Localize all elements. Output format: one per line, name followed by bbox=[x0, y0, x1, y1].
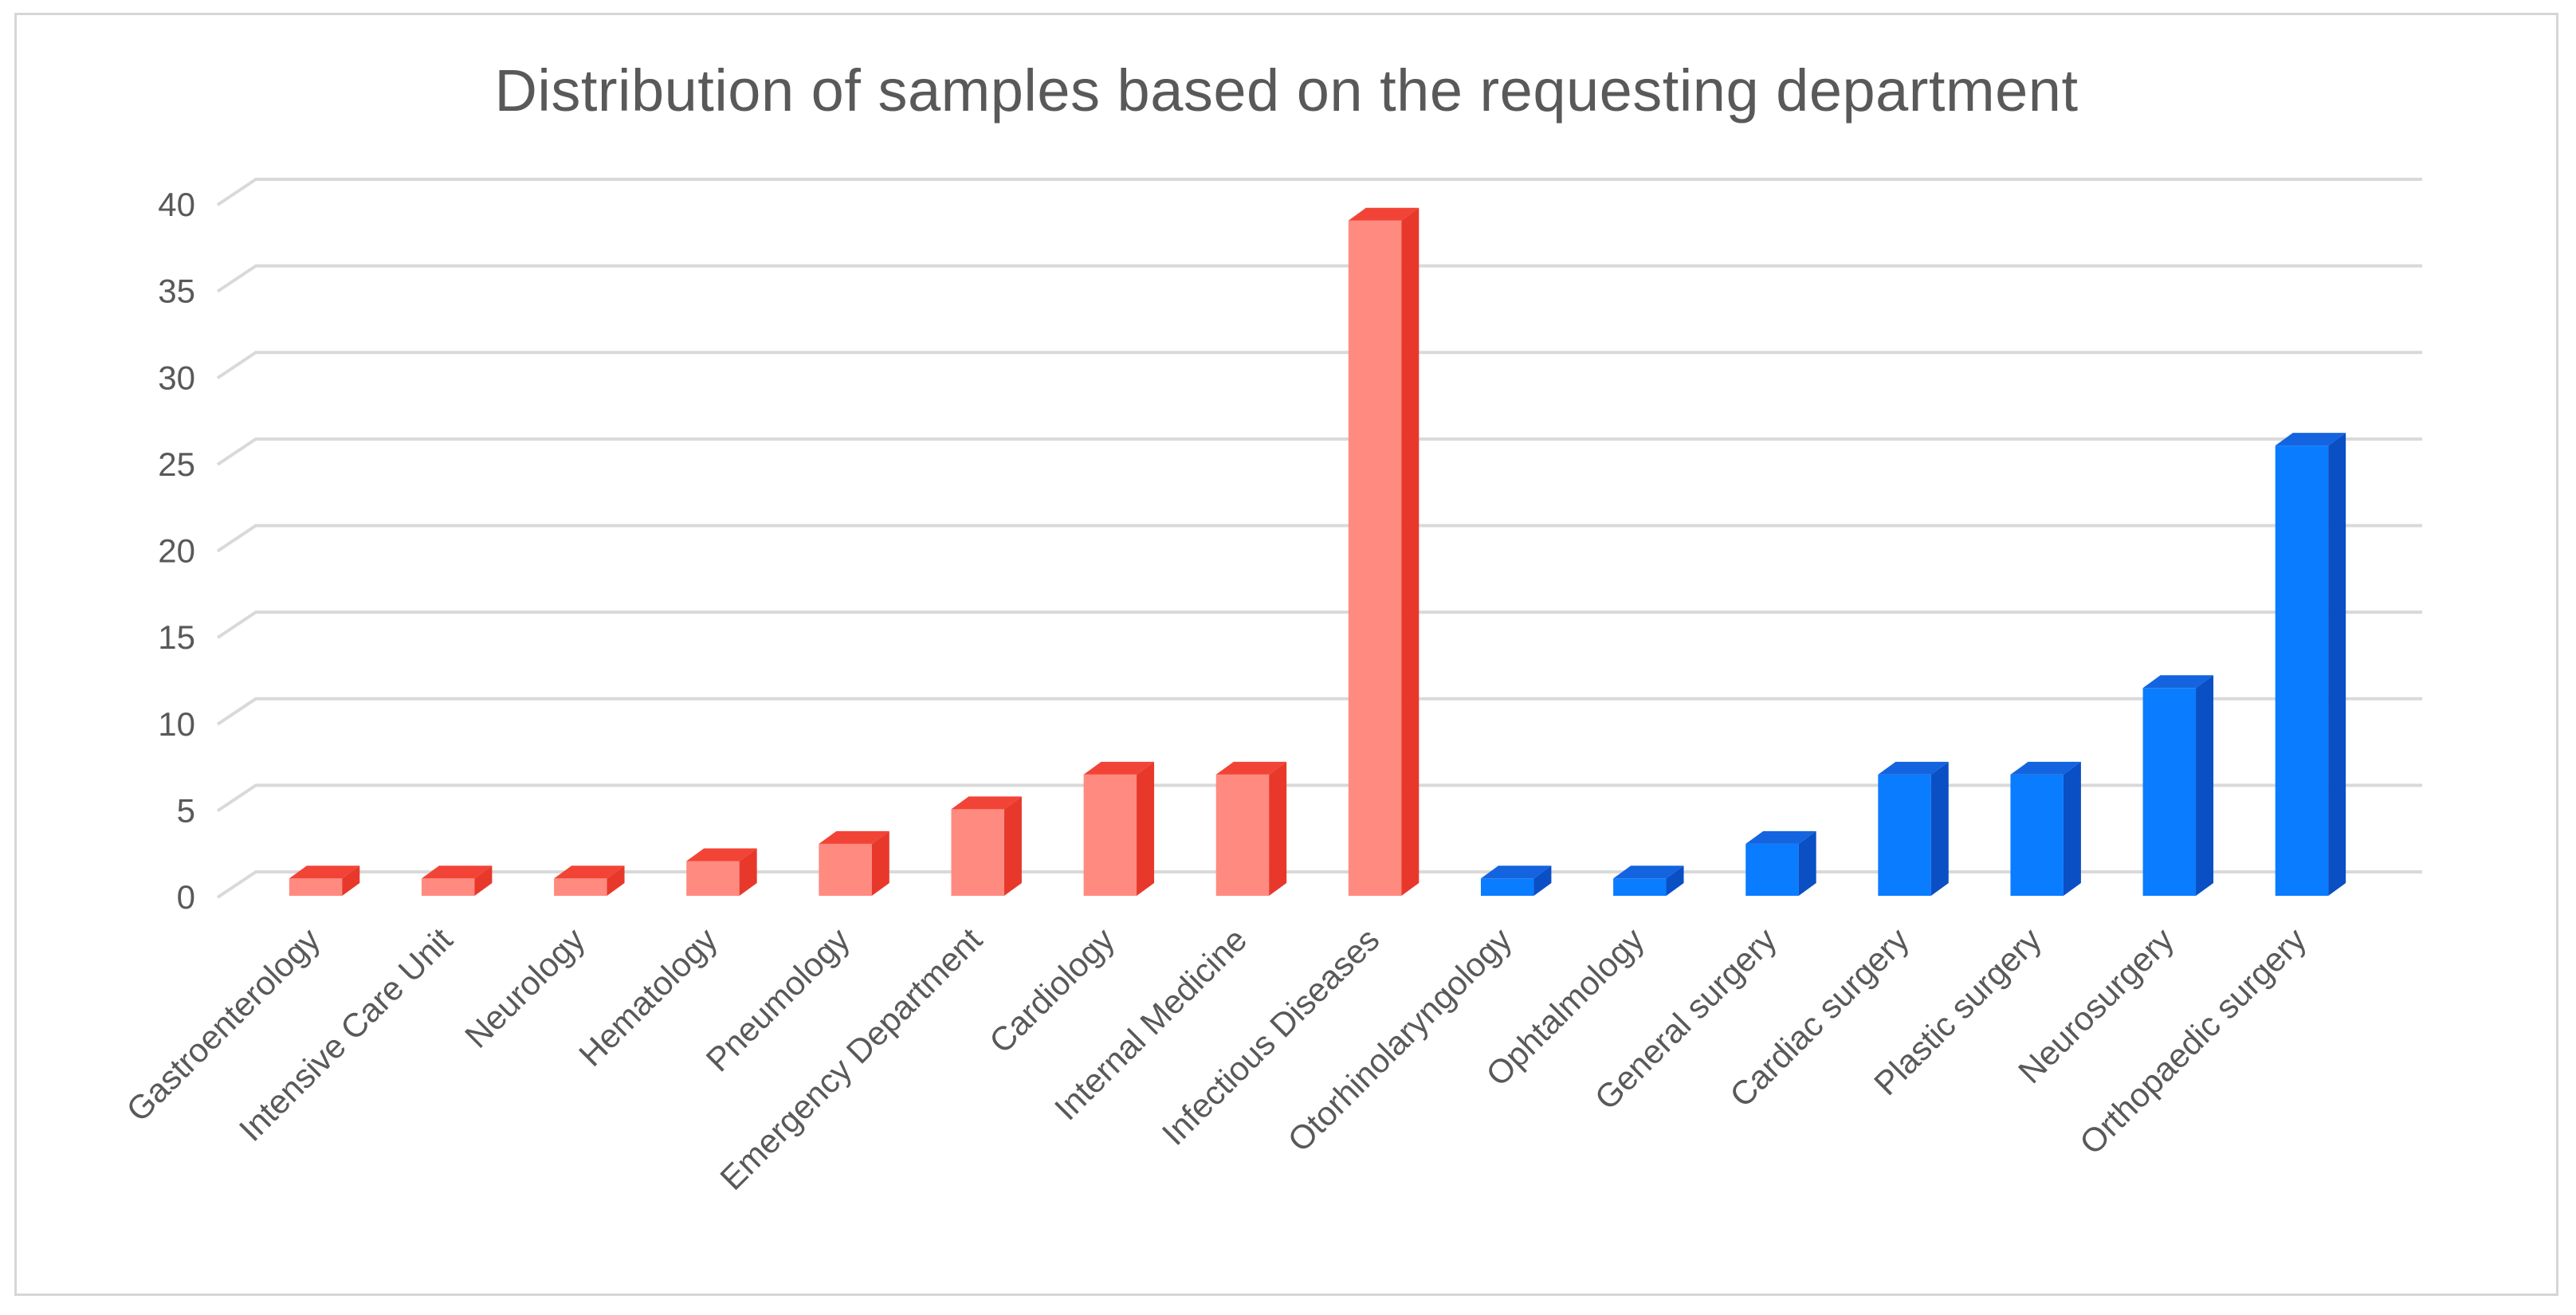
gridline-25 bbox=[216, 437, 2422, 466]
bar-top bbox=[686, 848, 757, 862]
bar-emergency-department bbox=[951, 796, 1022, 896]
bar-side bbox=[1269, 761, 1287, 896]
bar-side bbox=[1930, 761, 1949, 896]
bar-orthopaedic-surgery bbox=[2275, 433, 2346, 896]
bar-front bbox=[554, 878, 607, 896]
bar-cardiac-surgery bbox=[1878, 761, 1949, 896]
x-tick-label: Neurology bbox=[457, 920, 592, 1055]
gridline-0 bbox=[216, 870, 2422, 899]
y-tick-label: 15 bbox=[158, 618, 195, 656]
bar-top bbox=[1745, 830, 1816, 844]
gridline-35 bbox=[216, 264, 2422, 293]
y-tick-label: 40 bbox=[158, 186, 195, 223]
bar-top bbox=[2275, 433, 2346, 446]
y-tick-label: 5 bbox=[177, 791, 195, 829]
bars bbox=[289, 207, 2346, 897]
bar-side bbox=[2063, 761, 2081, 896]
bar-front bbox=[1215, 774, 1270, 896]
bar-front bbox=[1745, 843, 1799, 896]
gridline-15 bbox=[216, 610, 2422, 639]
x-tick-label: Infectious Diseases bbox=[1155, 920, 1387, 1152]
bar-infectious-diseases bbox=[1348, 207, 1420, 897]
gridlines bbox=[216, 178, 2422, 899]
bar-cardiology bbox=[1083, 761, 1155, 896]
y-axis-ticks: 0 5 10 15 20 25 30 35 40 bbox=[158, 186, 195, 916]
bar-pneumology bbox=[819, 830, 889, 896]
bar-ophtalmology bbox=[1613, 866, 1684, 896]
bar-front bbox=[2142, 688, 2197, 896]
chart-title: Distribution of samples based on the req… bbox=[494, 57, 2079, 124]
bar-otorhinolaryngology bbox=[1480, 866, 1552, 896]
x-tick-label: Emergency Department bbox=[713, 920, 989, 1197]
bar-chart: 0 5 10 15 20 25 30 35 40 GastroenterologyIntensi… bbox=[119, 178, 2422, 1197]
bar-top bbox=[289, 866, 360, 879]
bar-side bbox=[607, 866, 625, 896]
gridline-5 bbox=[216, 783, 2422, 813]
bar-top bbox=[554, 866, 625, 879]
gridline-10 bbox=[216, 697, 2422, 726]
bar-front bbox=[1480, 878, 1534, 896]
bar-internal-medicine bbox=[1215, 761, 1287, 896]
bar-front bbox=[1878, 774, 1931, 896]
bar-front bbox=[2275, 446, 2329, 896]
x-tick-label: Otorhinolaryngology bbox=[1281, 920, 1519, 1159]
y-tick-label: 0 bbox=[177, 878, 195, 916]
y-tick-label: 30 bbox=[158, 359, 195, 396]
bar-front bbox=[289, 878, 343, 896]
chart-frame: Distribution of samples based on the req… bbox=[14, 13, 2558, 1296]
y-tick-label: 20 bbox=[158, 532, 195, 570]
bar-top bbox=[2142, 675, 2214, 689]
bar-front bbox=[819, 843, 872, 896]
bar-front bbox=[2010, 774, 2064, 896]
bar-plastic-surgery bbox=[2010, 761, 2081, 896]
bar-front bbox=[1083, 774, 1137, 896]
bar-front bbox=[686, 861, 740, 896]
bar-gastroenterology bbox=[289, 866, 360, 896]
bar-side bbox=[871, 830, 889, 896]
x-tick-label: Orthopaedic surgery bbox=[2072, 920, 2313, 1161]
bar-side bbox=[1533, 866, 1552, 896]
gridline-30 bbox=[216, 351, 2422, 379]
bar-front bbox=[421, 878, 475, 896]
bar-intensive-care-unit bbox=[421, 866, 493, 896]
bar-front bbox=[951, 809, 1004, 896]
bar-top bbox=[951, 796, 1022, 810]
bar-front bbox=[1613, 878, 1667, 896]
bar-top bbox=[1480, 866, 1552, 879]
y-tick-label: 25 bbox=[158, 446, 195, 483]
bar-side bbox=[1003, 796, 1022, 896]
bar-top bbox=[421, 866, 493, 879]
bar-side bbox=[1401, 207, 1420, 897]
bar-top bbox=[1613, 866, 1684, 879]
bar-top bbox=[1348, 207, 1420, 221]
bar-hematology bbox=[686, 848, 757, 896]
bar-neurosurgery bbox=[2142, 675, 2214, 896]
bar-top bbox=[819, 830, 889, 844]
gridline-20 bbox=[216, 524, 2422, 553]
bar-side bbox=[474, 866, 493, 896]
bar-side bbox=[1798, 830, 1816, 896]
bar-top bbox=[1215, 761, 1287, 775]
bar-top bbox=[1083, 761, 1155, 775]
y-tick-label: 10 bbox=[158, 705, 195, 743]
bar-front bbox=[1348, 220, 1402, 897]
bar-side bbox=[1666, 866, 1684, 896]
gridline-40 bbox=[216, 178, 2422, 206]
bar-side bbox=[739, 848, 757, 896]
bar-neurology bbox=[554, 866, 625, 896]
bar-side bbox=[342, 866, 360, 896]
bar-side bbox=[2196, 675, 2214, 896]
y-tick-label: 35 bbox=[158, 273, 195, 310]
bar-top bbox=[2010, 761, 2081, 775]
bar-side bbox=[1137, 761, 1155, 896]
x-tick-label: Cardiology bbox=[982, 920, 1121, 1060]
bar-side bbox=[2328, 433, 2346, 896]
bar-general-surgery bbox=[1745, 830, 1816, 896]
bar-top bbox=[1878, 761, 1949, 775]
